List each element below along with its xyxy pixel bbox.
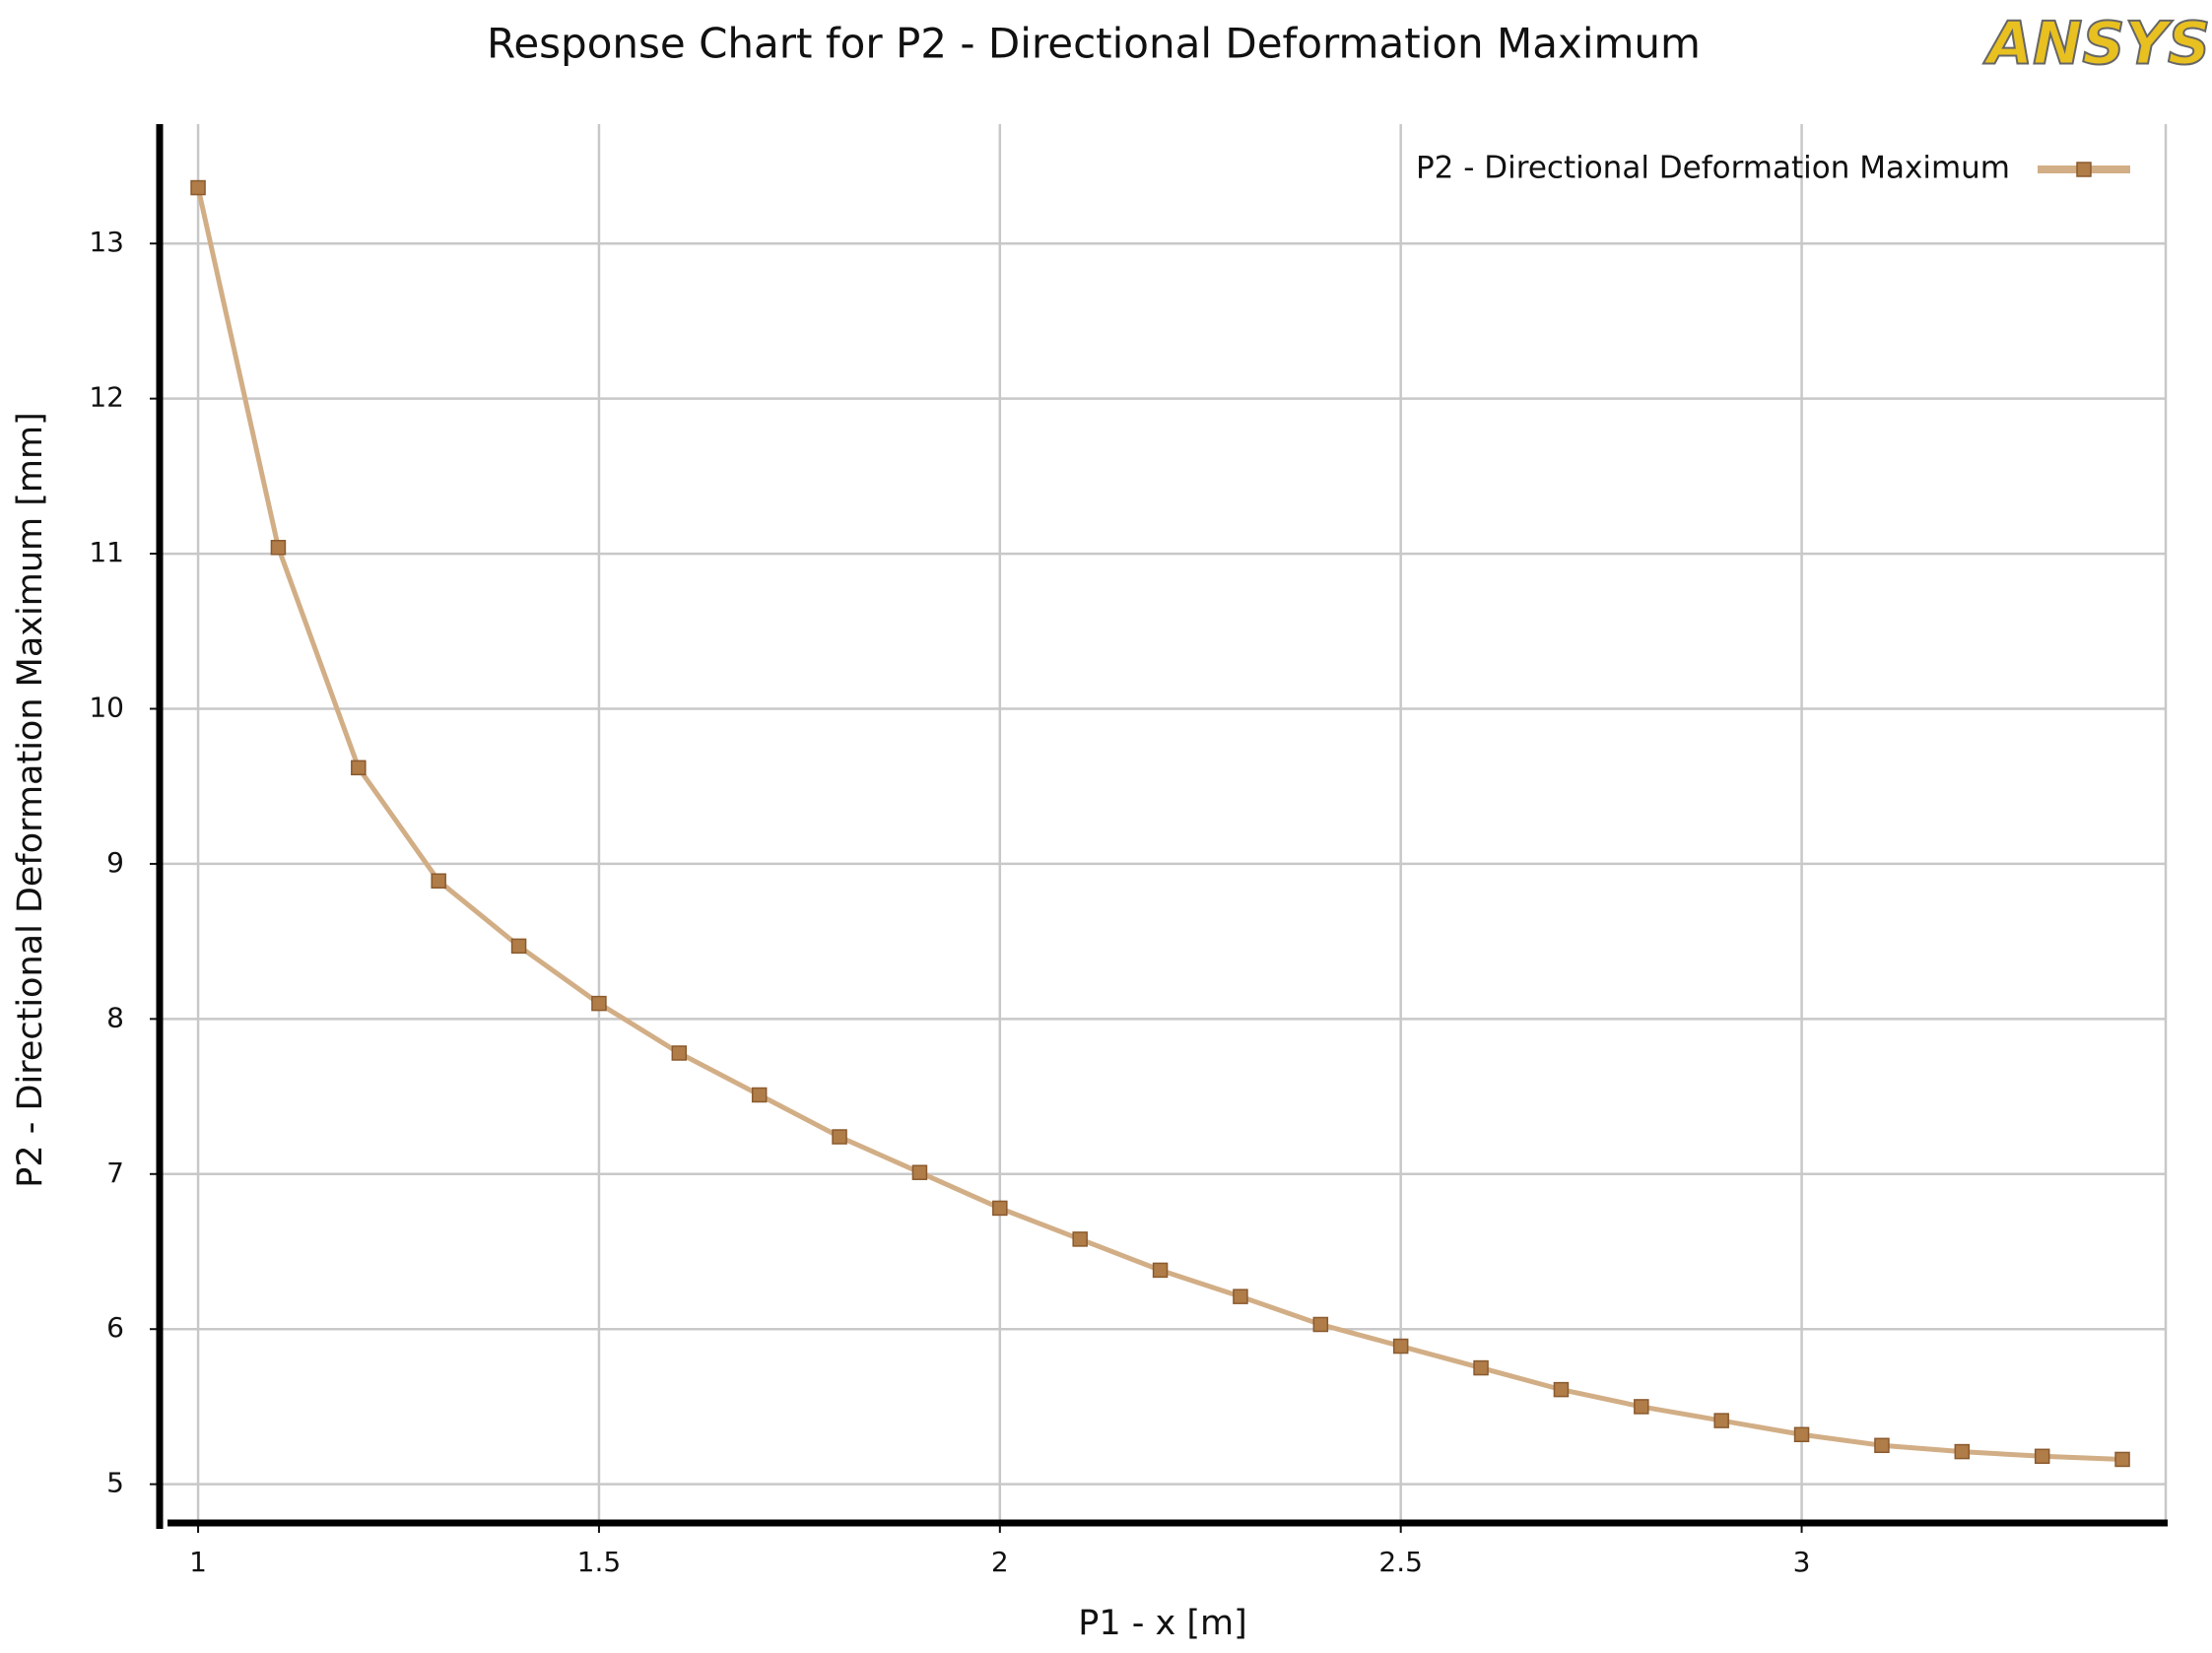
data-point [751,1087,768,1103]
logo: ANSYS [1983,10,2211,79]
data-point [351,760,367,776]
y-tick-label: 9 [106,846,124,879]
y-tick-label: 6 [106,1311,124,1344]
data-point [1713,1413,1729,1428]
y-tick-label: 5 [106,1467,124,1499]
data-point [510,938,527,955]
y-tick-label: 11 [89,536,124,568]
data-point [1954,1443,1971,1460]
y-tick-label: 8 [106,1001,124,1033]
data-point [2034,1448,2050,1465]
x-tick-label: 3 [1793,1546,1811,1578]
data-point [591,995,607,1012]
x-tick-label: 1.5 [577,1546,622,1578]
data-point [1553,1381,1570,1398]
data-point [1874,1437,1890,1454]
data-point [1152,1262,1169,1279]
data-point [911,1164,928,1180]
legend-marker [2076,162,2092,177]
legend-label: P2 - Directional Deformation Maximum [1416,151,2010,186]
data-point [671,1045,688,1061]
x-tick-label: 1 [189,1546,207,1578]
data-point [1473,1359,1489,1376]
data-point [431,873,446,889]
data-point [270,540,287,556]
x-tick-label: 2.5 [1378,1546,1423,1578]
y-tick-label: 10 [89,692,124,724]
data-point [190,179,206,196]
data-point [1634,1399,1649,1415]
chart-title: Response Chart for P2 - Directional Defo… [487,20,1701,68]
x-tick-label: 2 [991,1546,1009,1578]
y-tick-label: 12 [89,381,124,414]
y-tick-label: 7 [106,1157,124,1189]
data-point [1312,1316,1329,1333]
data-point [1392,1338,1409,1355]
data-point [1793,1426,1810,1443]
data-point [1233,1289,1248,1304]
data-point [2114,1451,2130,1468]
x-axis-title: P1 - x [m] [1078,1604,1247,1643]
y-axis-title: P2 - Directional Deformation Maximum [mm… [11,412,50,1187]
y-tick-label: 13 [89,226,124,258]
data-point [832,1129,847,1145]
data-point [1072,1231,1088,1247]
data-point [992,1200,1008,1217]
